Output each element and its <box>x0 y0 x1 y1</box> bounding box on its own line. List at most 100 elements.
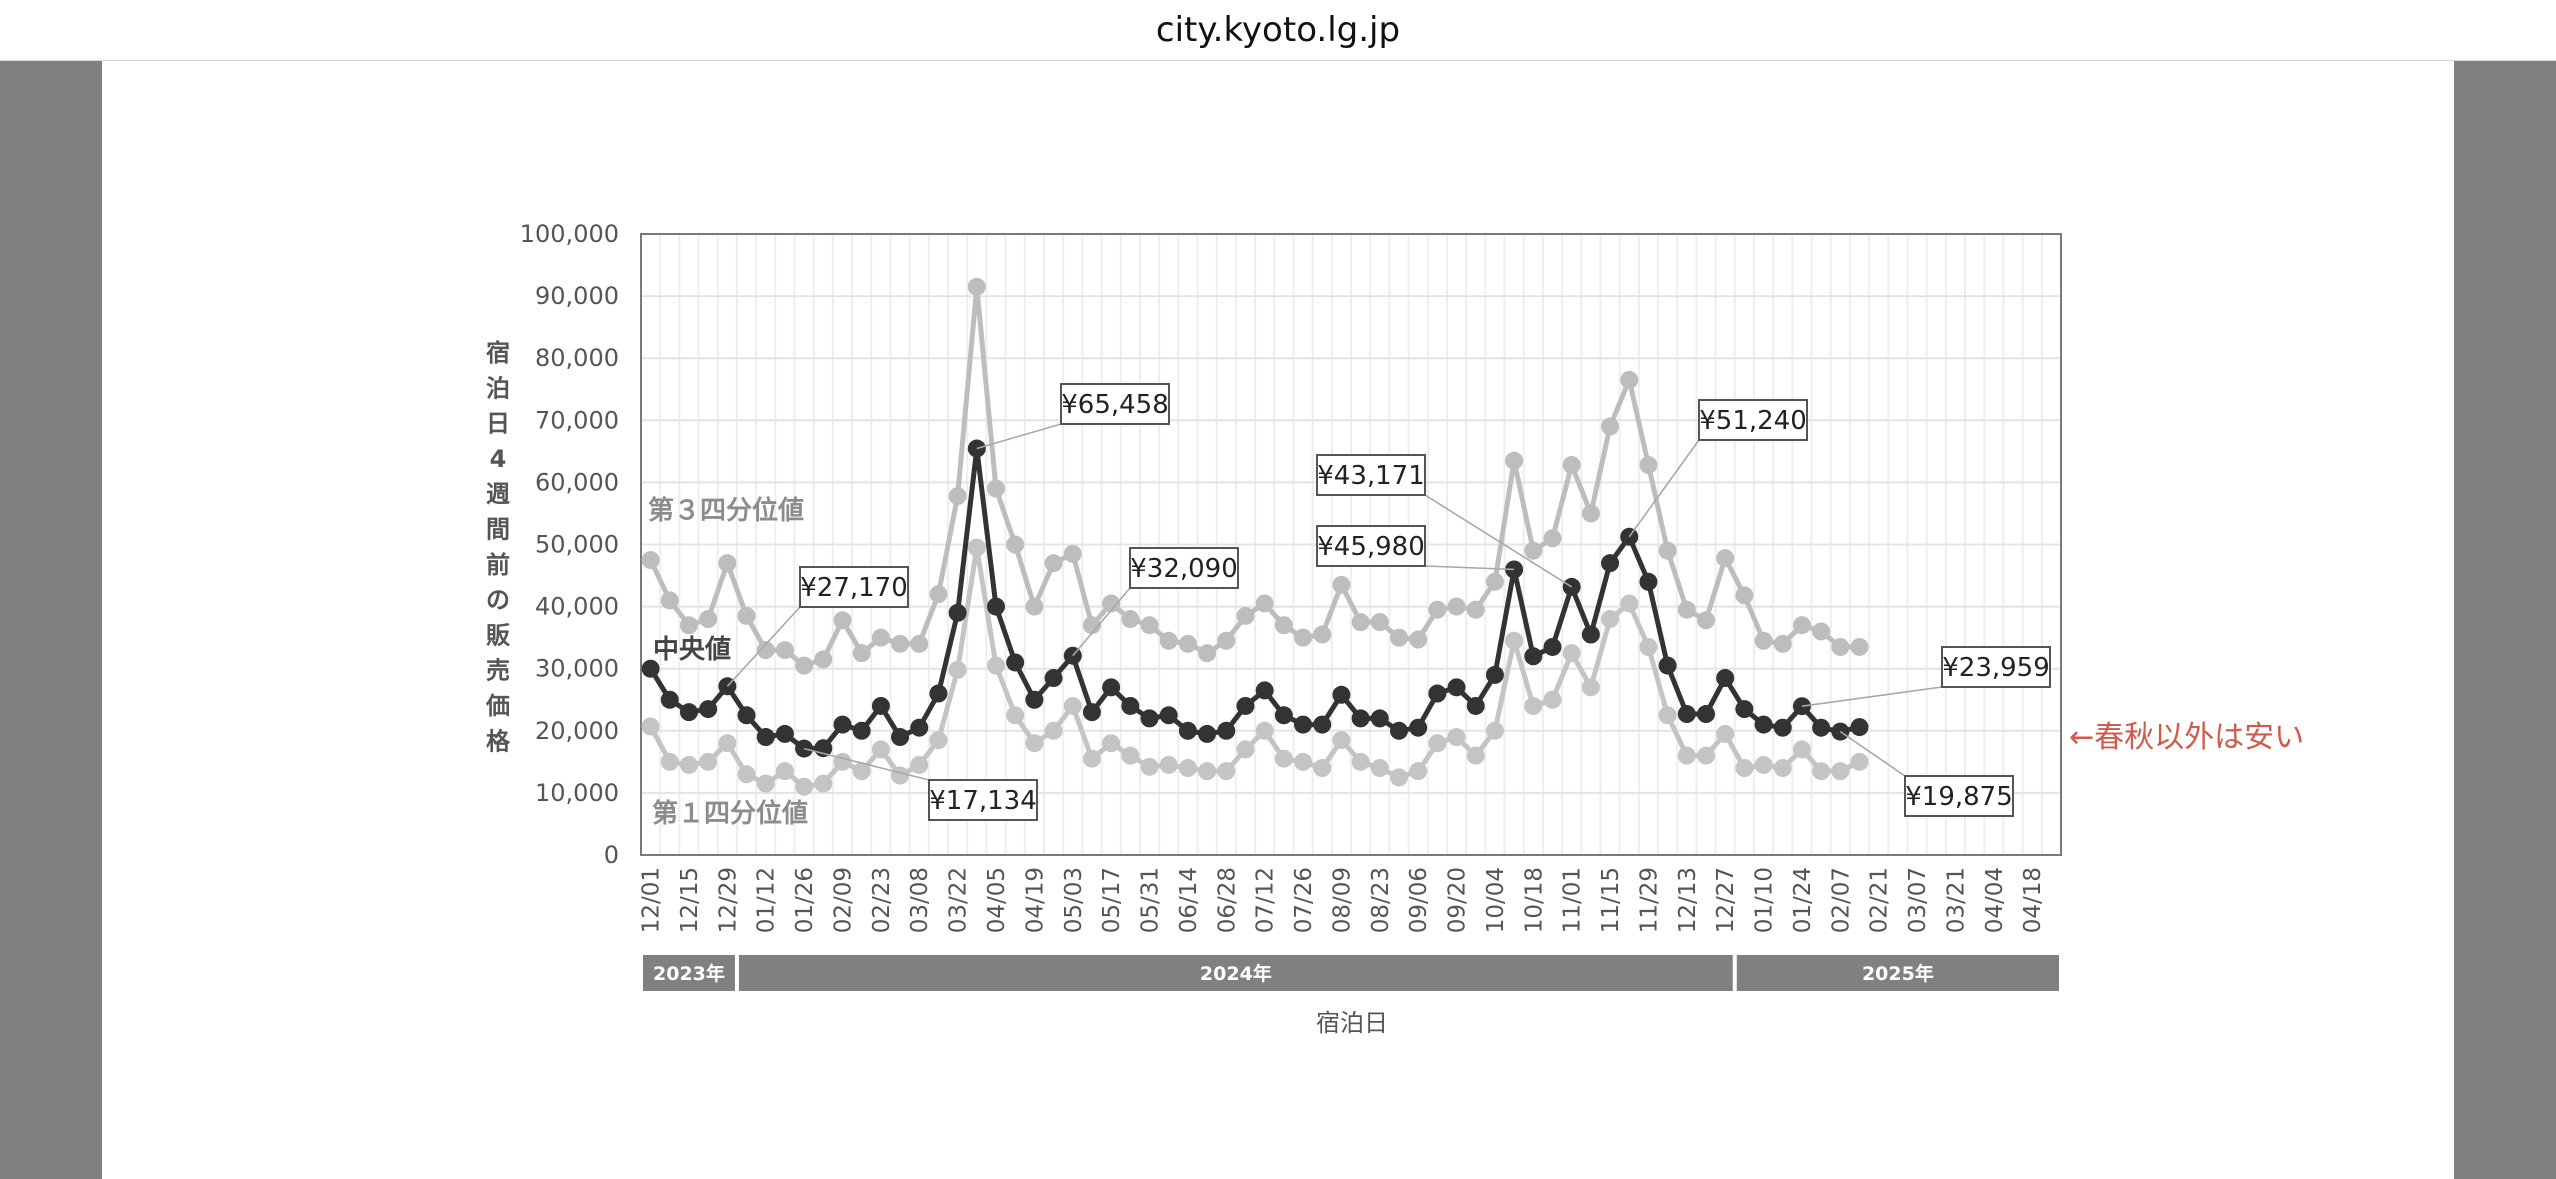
data-point-1 <box>1581 625 1600 644</box>
data-point-1 <box>871 696 890 715</box>
callout-box <box>1698 399 1808 441</box>
x-tick-label: 04/04 <box>1982 867 2008 933</box>
data-point-0 <box>1351 613 1370 632</box>
data-point-0 <box>1332 575 1351 594</box>
data-point-0 <box>1063 544 1082 563</box>
data-point-2 <box>1409 762 1428 781</box>
data-point-0 <box>660 591 679 610</box>
data-point-0 <box>833 611 852 630</box>
callout-leader <box>803 747 930 781</box>
x-tick-label: 07/26 <box>1291 867 1317 933</box>
data-point-0 <box>967 277 986 296</box>
data-point-1 <box>1140 709 1159 728</box>
data-point-2 <box>679 755 698 774</box>
data-point-1 <box>852 721 871 740</box>
data-point-0 <box>718 554 737 573</box>
data-point-2 <box>1716 724 1735 743</box>
callout-box <box>1904 775 2014 817</box>
x-tick-label: 08/23 <box>1368 867 1394 933</box>
data-point-0 <box>1006 535 1025 554</box>
data-point-2 <box>1063 696 1082 715</box>
data-point-0 <box>1178 634 1197 653</box>
data-point-0 <box>1773 634 1792 653</box>
data-point-1 <box>737 706 756 725</box>
data-point-1 <box>1716 669 1735 688</box>
data-point-2 <box>967 538 986 557</box>
data-point-2 <box>1121 746 1140 765</box>
callout-leader <box>1424 565 1515 571</box>
data-point-1 <box>1543 637 1562 656</box>
data-point-2 <box>1217 762 1236 781</box>
data-point-1 <box>1428 684 1447 703</box>
y-tick-label: 70,000 <box>535 406 619 434</box>
callout-box <box>1060 383 1170 425</box>
data-point-1 <box>1677 705 1696 724</box>
year-band <box>738 955 1733 991</box>
data-point-2 <box>1351 752 1370 771</box>
data-point-0 <box>1370 613 1389 632</box>
x-tick-label: 06/28 <box>1214 867 1240 933</box>
x-tick-label: 12/15 <box>677 867 703 933</box>
data-point-2 <box>1524 696 1543 715</box>
url-text: city.kyoto.lg.jp <box>1155 10 1401 50</box>
data-point-0 <box>1121 610 1140 629</box>
x-tick-label: 04/18 <box>2020 867 2046 933</box>
data-point-0 <box>1217 631 1236 650</box>
x-tick-label: 12/13 <box>1675 867 1701 933</box>
year-band <box>643 955 735 991</box>
data-point-2 <box>852 762 871 781</box>
year-band-label: 2024年 <box>1200 962 1272 985</box>
callout-box <box>1316 454 1426 496</box>
data-point-1 <box>1639 572 1658 591</box>
browser-address-bar[interactable]: city.kyoto.lg.jp <box>0 0 2556 61</box>
right-letterbox <box>2454 61 2556 1179</box>
data-point-0 <box>679 616 698 635</box>
series-name-label: 中央値 <box>653 635 731 665</box>
data-point-2 <box>1850 752 1869 771</box>
callout-label: ¥23,959 <box>1942 653 2050 683</box>
data-point-0 <box>910 634 929 653</box>
data-point-1 <box>1812 718 1831 737</box>
data-point-1 <box>1255 681 1274 700</box>
data-point-2 <box>1274 749 1293 768</box>
x-tick-label: 03/21 <box>1943 867 1969 933</box>
data-point-2 <box>871 740 890 759</box>
data-point-2 <box>795 777 814 796</box>
x-tick-label: 02/21 <box>1867 867 1893 933</box>
data-point-1 <box>1121 696 1140 715</box>
data-point-2 <box>1102 734 1121 753</box>
data-point-1 <box>1217 721 1236 740</box>
callout-label: ¥17,134 <box>929 786 1037 816</box>
data-point-2 <box>660 752 679 771</box>
data-point-2 <box>1735 759 1754 778</box>
callout-label: ¥51,240 <box>1699 406 1807 436</box>
data-point-2 <box>1006 706 1025 725</box>
data-point-2 <box>699 752 718 771</box>
data-point-2 <box>1370 759 1389 778</box>
data-point-1 <box>1313 715 1332 734</box>
callout-leader <box>1424 494 1573 588</box>
x-tick-label: 05/03 <box>1061 867 1087 933</box>
data-point-2 <box>1485 721 1504 740</box>
x-tick-label: 05/17 <box>1099 867 1125 933</box>
series-name-label: 第３四分位値 <box>648 495 804 526</box>
data-point-0 <box>1620 370 1639 389</box>
data-point-0 <box>1428 600 1447 619</box>
data-point-0 <box>1735 586 1754 605</box>
data-point-2 <box>1831 762 1850 781</box>
data-point-2 <box>1428 734 1447 753</box>
data-point-1 <box>1102 678 1121 697</box>
data-point-0 <box>1754 631 1773 650</box>
data-point-0 <box>699 610 718 629</box>
y-tick-label: 60,000 <box>535 468 619 496</box>
data-point-0 <box>795 656 814 675</box>
data-point-1 <box>1198 724 1217 743</box>
data-point-0 <box>1850 637 1869 656</box>
data-point-0 <box>737 606 756 625</box>
callout-box <box>1316 525 1426 567</box>
price-note: ←春秋以外は安い <box>2069 720 2304 755</box>
x-tick-label: 12/29 <box>715 867 741 933</box>
data-point-1 <box>1159 706 1178 725</box>
callout-box <box>1941 646 2051 688</box>
